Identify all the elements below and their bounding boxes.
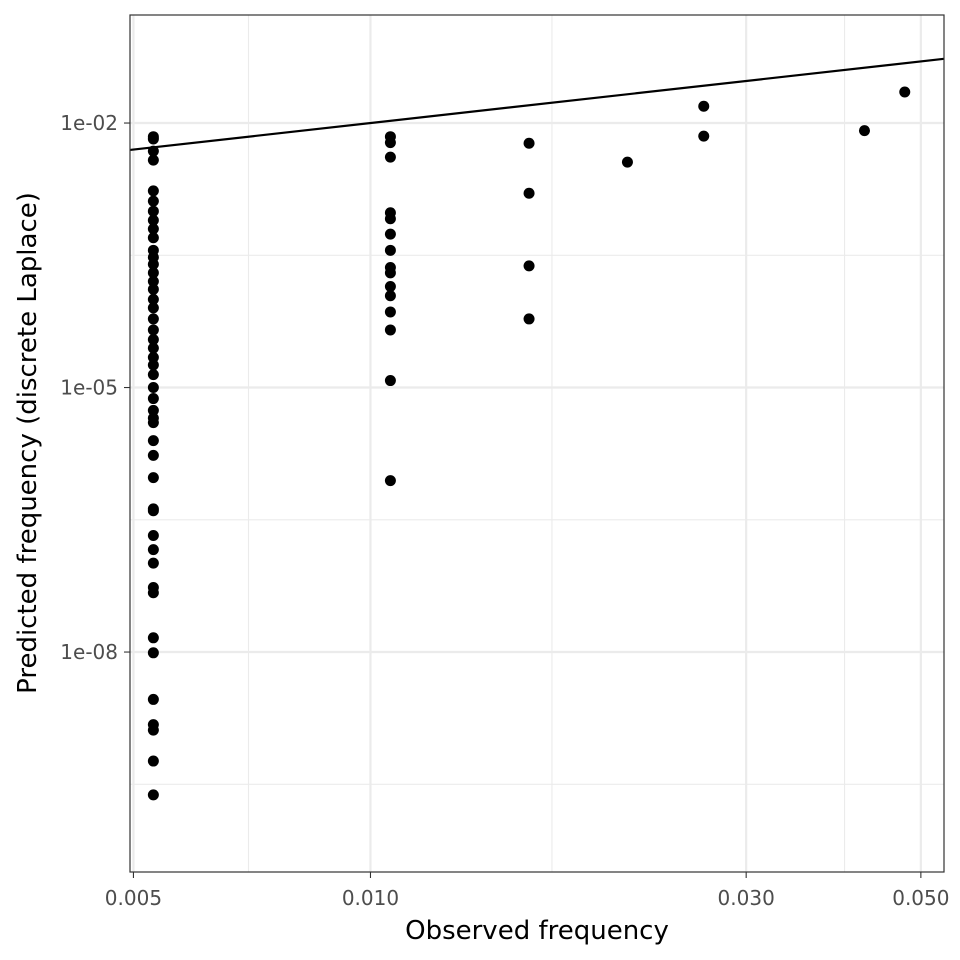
- data-point: [147, 369, 159, 381]
- data-point: [147, 283, 159, 295]
- data-point: [698, 100, 710, 112]
- data-point: [147, 359, 159, 371]
- x-tick-label: 0.030: [718, 886, 775, 910]
- data-point: [523, 187, 535, 199]
- data-point: [147, 693, 159, 705]
- data-point: [147, 404, 159, 416]
- data-point: [147, 382, 159, 394]
- data-point: [698, 130, 710, 142]
- y-tick-label: 1e-02: [60, 111, 118, 135]
- data-point: [147, 529, 159, 541]
- data-point: [384, 375, 396, 387]
- data-point: [147, 789, 159, 801]
- data-point: [147, 505, 159, 517]
- data-point: [147, 302, 159, 314]
- panel-border: [129, 14, 945, 873]
- data-point: [147, 417, 159, 429]
- x-tick-label: 0.005: [105, 886, 162, 910]
- data-point: [384, 244, 396, 256]
- data-point: [523, 137, 535, 149]
- panel-background: [130, 15, 944, 872]
- data-point: [147, 724, 159, 736]
- data-point: [147, 267, 159, 279]
- data-point: [147, 472, 159, 484]
- data-point: [147, 258, 159, 270]
- y-axis-title: Predicted frequency (discrete Laplace): [13, 192, 43, 694]
- major-gridlines: [130, 15, 944, 872]
- identity-reference-line: [129, 57, 945, 152]
- data-point: [147, 324, 159, 336]
- minor-gridlines: [130, 15, 944, 872]
- data-point: [523, 313, 535, 325]
- y-tick-label: 1e-08: [60, 640, 118, 664]
- y-axis-ticks: 1e-02 1e-05 1e-08: [60, 111, 130, 664]
- data-point: [147, 449, 159, 461]
- data-point: [147, 334, 159, 346]
- data-point: [147, 185, 159, 197]
- data-point: [147, 313, 159, 325]
- data-point: [147, 214, 159, 226]
- x-axis-title: Observed frequency: [405, 916, 669, 946]
- data-point: [384, 137, 396, 149]
- data-point: [147, 351, 159, 363]
- data-point: [621, 156, 633, 168]
- data-point: [147, 223, 159, 235]
- data-point: [147, 632, 159, 644]
- x-tick-label: 0.050: [892, 886, 949, 910]
- data-point: [147, 755, 159, 767]
- data-point: [147, 393, 159, 405]
- data-point: [147, 557, 159, 569]
- data-point: [384, 306, 396, 318]
- data-point: [147, 544, 159, 556]
- data-point: [384, 280, 396, 292]
- data-point: [147, 275, 159, 287]
- data-point: [384, 475, 396, 487]
- x-tick-label: 0.010: [342, 886, 399, 910]
- data-point: [523, 260, 535, 272]
- data-point: [147, 342, 159, 354]
- data-points: [147, 86, 911, 801]
- data-point: [384, 151, 396, 163]
- data-point: [384, 228, 396, 240]
- data-point: [384, 290, 396, 302]
- data-point: [147, 293, 159, 305]
- data-point: [384, 213, 396, 225]
- data-point: [147, 154, 159, 166]
- data-point: [147, 195, 159, 207]
- x-axis-ticks: 0.005 0.010 0.030 0.050: [105, 872, 949, 910]
- data-point: [147, 133, 159, 145]
- data-point: [147, 647, 159, 659]
- data-point: [147, 205, 159, 217]
- data-point: [384, 267, 396, 279]
- data-point: [384, 324, 396, 336]
- data-point: [858, 125, 870, 137]
- data-point: [899, 86, 911, 98]
- data-point: [147, 232, 159, 244]
- data-point: [147, 587, 159, 599]
- data-point: [147, 435, 159, 447]
- y-tick-label: 1e-05: [60, 376, 118, 400]
